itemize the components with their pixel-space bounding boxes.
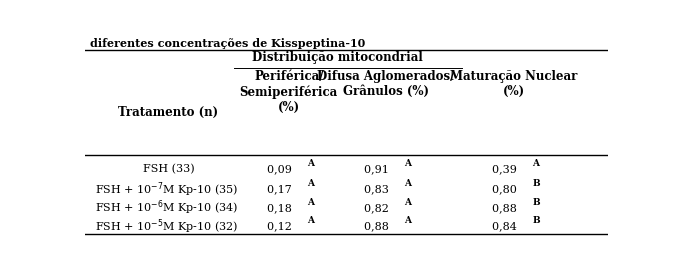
Text: 0,12: 0,12: [267, 221, 295, 231]
Text: B: B: [533, 179, 540, 188]
Text: A: A: [404, 179, 411, 188]
Text: 0,17: 0,17: [267, 184, 295, 194]
Text: Maturação Nuclear
(%): Maturação Nuclear (%): [450, 70, 578, 98]
Text: FSH + 10$^{-6}$M Kp-10 (34): FSH + 10$^{-6}$M Kp-10 (34): [95, 199, 239, 217]
Text: A: A: [307, 216, 314, 225]
Text: A: A: [404, 159, 411, 167]
Text: 0,09: 0,09: [267, 164, 295, 174]
Text: A: A: [404, 216, 411, 225]
Text: B: B: [533, 198, 540, 207]
Text: 0,39: 0,39: [492, 164, 521, 174]
Text: 0,83: 0,83: [364, 184, 392, 194]
Text: Distribuição mitocondrial: Distribuição mitocondrial: [252, 51, 422, 64]
Text: Periférica/
Semiperiférica
(%): Periférica/ Semiperiférica (%): [240, 70, 338, 114]
Text: Difusa Aglomerados/
Grânulos (%): Difusa Aglomerados/ Grânulos (%): [317, 70, 454, 98]
Text: 0,82: 0,82: [364, 203, 392, 213]
Text: FSH + 10$^{-5}$M Kp-10 (32): FSH + 10$^{-5}$M Kp-10 (32): [95, 217, 239, 235]
Text: 0,80: 0,80: [492, 184, 521, 194]
Text: 0,18: 0,18: [267, 203, 295, 213]
Text: diferentes concentrações de Kisspeptina-10: diferentes concentrações de Kisspeptina-…: [90, 38, 365, 49]
Text: A: A: [533, 159, 539, 167]
Text: FSH (33): FSH (33): [143, 164, 194, 174]
Text: A: A: [307, 179, 314, 188]
Text: B: B: [533, 216, 540, 225]
Text: 0,84: 0,84: [492, 221, 521, 231]
Text: Tratamento (n): Tratamento (n): [118, 106, 218, 119]
Text: 0,88: 0,88: [492, 203, 521, 213]
Text: FSH + 10$^{-7}$M Kp-10 (35): FSH + 10$^{-7}$M Kp-10 (35): [95, 180, 239, 199]
Text: A: A: [404, 198, 411, 207]
Text: A: A: [307, 198, 314, 207]
Text: 0,91: 0,91: [364, 164, 392, 174]
Text: A: A: [307, 159, 314, 167]
Text: 0,88: 0,88: [364, 221, 392, 231]
